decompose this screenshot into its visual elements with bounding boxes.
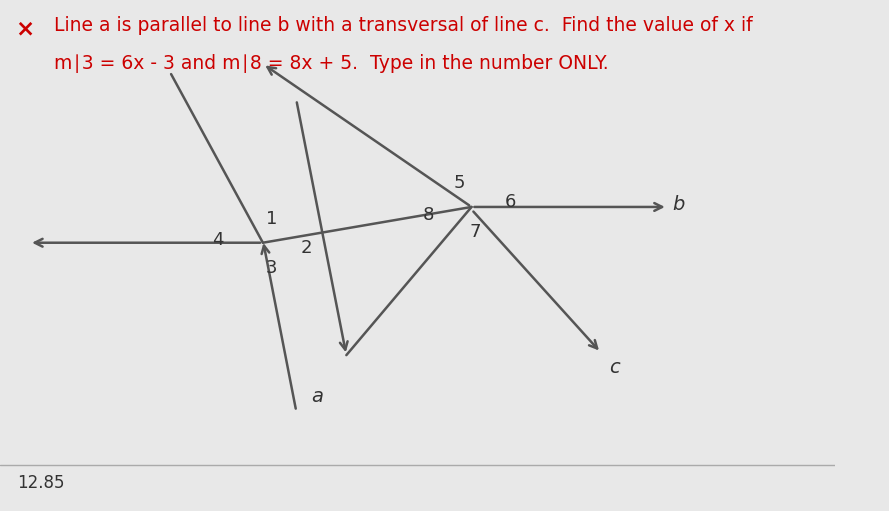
Text: 6: 6 [505, 193, 517, 211]
Text: 2: 2 [300, 239, 312, 257]
Text: 8: 8 [422, 205, 434, 224]
Text: 12.85: 12.85 [17, 474, 64, 492]
Text: c: c [609, 358, 620, 377]
Text: 5: 5 [453, 174, 465, 192]
Text: m∣3 = 6x - 3 and m∣8 = 8x + 5.  Type in the number ONLY.: m∣3 = 6x - 3 and m∣8 = 8x + 5. Type in t… [54, 54, 609, 73]
Text: 4: 4 [212, 231, 224, 249]
Text: 3: 3 [266, 259, 277, 277]
Text: ×: × [15, 18, 34, 41]
Text: Line a is parallel to line b with a transversal of line c.  Find the value of x : Line a is parallel to line b with a tran… [54, 16, 753, 35]
Text: a: a [311, 387, 324, 406]
Text: b: b [672, 195, 685, 214]
Text: 1: 1 [266, 211, 276, 228]
Text: 7: 7 [470, 223, 482, 241]
